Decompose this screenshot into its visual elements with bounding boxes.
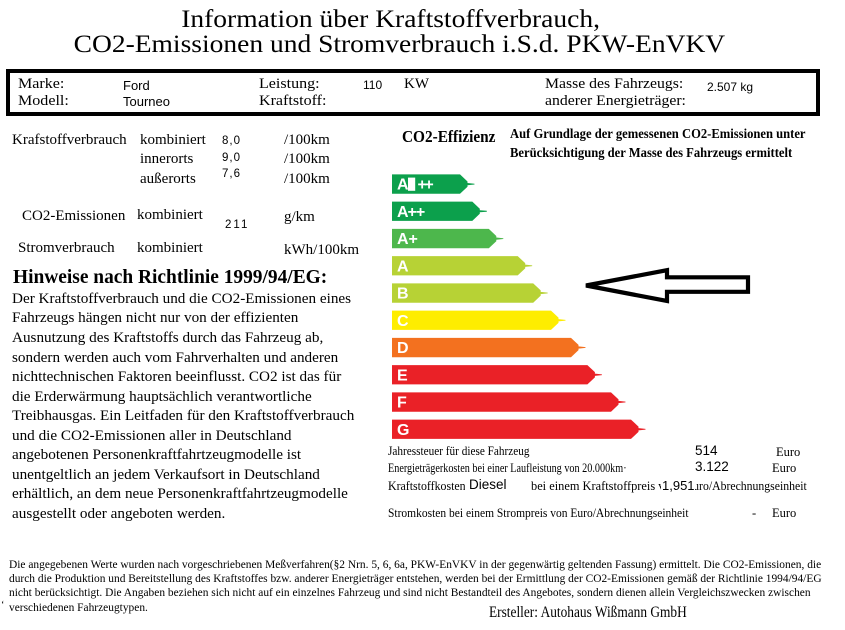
svg-text:++: ++ <box>418 177 434 194</box>
svg-text:A: A <box>397 177 409 194</box>
svg-text:B: B <box>397 286 409 303</box>
svg-text:A+: A+ <box>397 231 418 248</box>
svg-text:A++: A++ <box>397 204 425 221</box>
svg-text:F: F <box>397 395 407 412</box>
svg-text:C: C <box>397 313 409 330</box>
svg-text:E: E <box>397 367 408 384</box>
svg-text:A: A <box>397 258 409 275</box>
svg-text:G: G <box>397 422 409 439</box>
svg-text:D: D <box>397 340 409 357</box>
